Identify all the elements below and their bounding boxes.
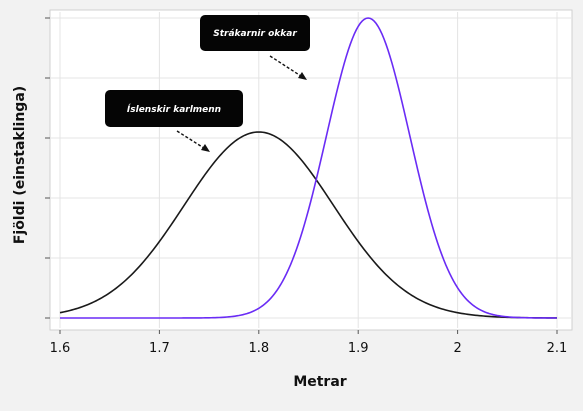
y-axis-ticks xyxy=(45,17,50,319)
callout-box xyxy=(200,15,310,51)
series-line-0 xyxy=(59,131,558,319)
callout-box xyxy=(105,90,243,127)
callout-text: Íslenskir karlmenn xyxy=(127,103,221,115)
callout-strakarnir-okkar: Strákarnir okkar xyxy=(200,15,310,80)
callout-arrow xyxy=(269,55,305,79)
callout-arrow xyxy=(176,130,208,151)
x-tick-label: 2.1 xyxy=(547,341,568,356)
x-tick-label: 1.6 xyxy=(50,341,71,356)
callout-text: Strákarnir okkar xyxy=(213,29,297,39)
y-axis-label: Fjöldi (einstaklinga) xyxy=(12,86,28,244)
x-tick-label: 1.7 xyxy=(149,341,170,356)
callout-arrowhead xyxy=(298,72,307,80)
series-curves xyxy=(59,17,558,319)
x-tick-label: 1.8 xyxy=(248,341,269,356)
callout-arrowhead xyxy=(201,144,210,152)
x-tick-label: 2 xyxy=(453,341,461,356)
x-tick-label: 1.9 xyxy=(348,341,369,356)
x-axis-label: Metrar xyxy=(293,374,346,390)
callout-islenskir-karlmenn: Íslenskir karlmenn xyxy=(105,90,243,152)
x-axis-ticks: 1.6 1.7 1.8 1.9 2 2.1 xyxy=(50,330,568,356)
plot-area xyxy=(49,9,573,331)
series-line-1 xyxy=(60,17,557,319)
